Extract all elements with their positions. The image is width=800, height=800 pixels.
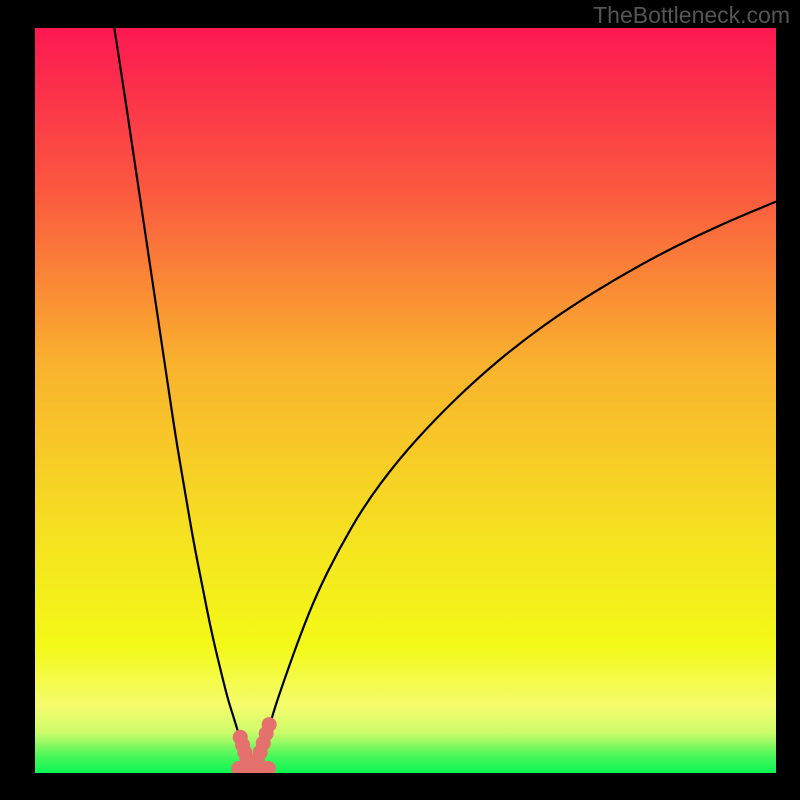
plot-svg — [35, 28, 776, 773]
plot-area — [35, 28, 776, 773]
watermark-text: TheBottleneck.com — [593, 2, 790, 29]
chart-container: TheBottleneck.com — [0, 0, 800, 800]
marker-dot — [262, 717, 277, 732]
gradient-background — [35, 28, 776, 773]
